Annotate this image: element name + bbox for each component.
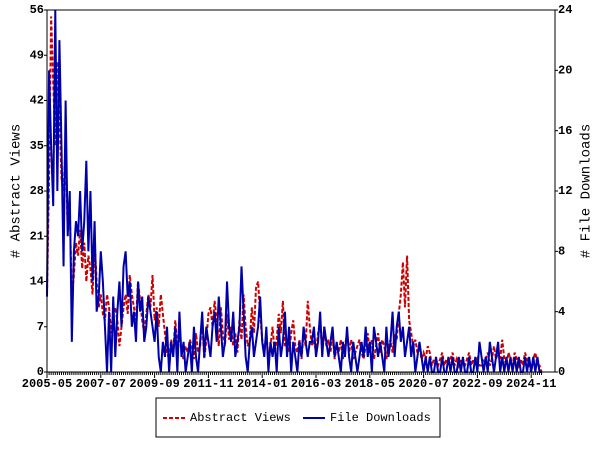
y-tick-label: 21	[30, 229, 44, 243]
y-tick-label: 35	[30, 139, 44, 153]
x-tick-label: 2022-09	[452, 377, 502, 391]
y2-tick-label: 8	[558, 245, 565, 259]
y-tick-label: 0	[37, 365, 44, 379]
y-tick-label: 7	[37, 320, 44, 334]
x-tick-label: 2014-01	[237, 377, 287, 391]
legend-box	[155, 397, 441, 438]
x-tick-label: 2016-03	[291, 377, 341, 391]
series-line	[46, 9, 542, 373]
legend-label: Abstract Views	[190, 411, 291, 425]
y-axis-title: # Abstract Views	[9, 124, 25, 258]
y2-tick-label: 4	[558, 305, 565, 319]
plot-frame	[46, 9, 556, 373]
x-tick-label: 2009-09	[129, 377, 179, 391]
x-tick-label: 2007-07	[76, 377, 126, 391]
x-tick-label: 2024-11	[506, 377, 556, 391]
y2-tick-label: 0	[558, 365, 565, 379]
y2-axis-title: # File Downloads	[579, 124, 595, 258]
y-tick-label: 14	[30, 275, 44, 289]
x-tick-label: 2020-07	[398, 377, 448, 391]
y-tick-label: 28	[30, 184, 44, 198]
y2-tick-label: 24	[558, 3, 572, 17]
y-tick-label: 42	[30, 94, 44, 108]
x-tick-label: 2005-05	[22, 377, 72, 391]
y-tick-label: 49	[30, 48, 44, 62]
x-tick-label: 2011-11	[183, 377, 233, 391]
y2-tick-label: 20	[558, 64, 572, 78]
y2-tick-label: 16	[558, 124, 572, 138]
x-tick-label: 2018-05	[345, 377, 395, 391]
y2-tick-label: 12	[558, 184, 572, 198]
y-tick-label: 56	[30, 3, 44, 17]
legend-label: File Downloads	[330, 411, 431, 425]
